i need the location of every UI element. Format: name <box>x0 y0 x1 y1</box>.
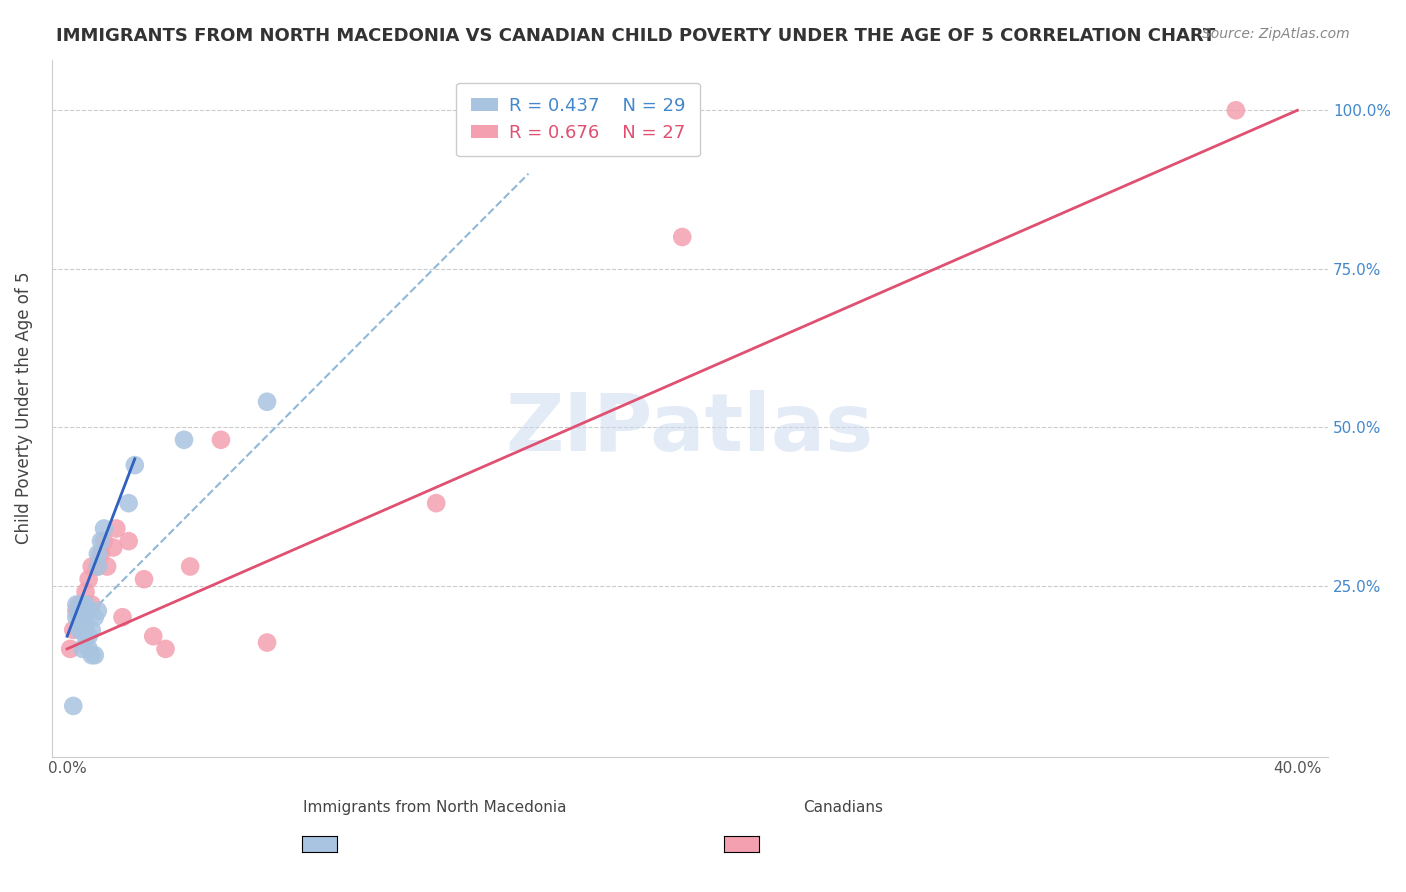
Point <box>117 496 139 510</box>
Point <box>87 559 110 574</box>
Point <box>117 534 139 549</box>
Text: IMMIGRANTS FROM NORTH MACEDONIA VS CANADIAN CHILD POVERTY UNDER THE AGE OF 5 COR: IMMIGRANTS FROM NORTH MACEDONIA VS CANAD… <box>56 27 1216 45</box>
Text: ZIPatlas: ZIPatlas <box>506 390 875 468</box>
Text: Source: ZipAtlas.com: Source: ZipAtlas.com <box>1202 27 1350 41</box>
Text: Canadians: Canadians <box>803 800 883 815</box>
Point <box>132 572 155 586</box>
Point <box>155 641 177 656</box>
Point <box>142 629 165 643</box>
Point <box>87 547 110 561</box>
Point <box>103 541 125 555</box>
Point <box>80 559 103 574</box>
Point <box>77 572 100 586</box>
Point <box>90 547 112 561</box>
Point <box>75 629 97 643</box>
Point <box>96 559 118 574</box>
Point <box>72 616 94 631</box>
Point <box>80 598 103 612</box>
Point <box>90 534 112 549</box>
Point <box>77 604 100 618</box>
Point <box>179 559 201 574</box>
Point <box>77 629 100 643</box>
Point <box>67 598 90 612</box>
Point <box>75 598 97 612</box>
Point <box>75 585 97 599</box>
Point <box>124 458 146 472</box>
Point <box>65 610 87 624</box>
Point <box>72 598 94 612</box>
Point <box>425 496 447 510</box>
Point <box>80 623 103 637</box>
Point <box>67 604 90 618</box>
Point <box>256 394 278 409</box>
Point <box>83 610 105 624</box>
Point <box>93 521 115 535</box>
Point <box>209 433 232 447</box>
Point <box>1225 103 1247 118</box>
Y-axis label: Child Poverty Under the Age of 5: Child Poverty Under the Age of 5 <box>15 272 32 544</box>
Point <box>87 604 110 618</box>
Point <box>72 623 94 637</box>
Point <box>59 641 82 656</box>
Point <box>671 230 693 244</box>
Point <box>93 534 115 549</box>
Point <box>83 648 105 663</box>
Point <box>62 623 84 637</box>
Point <box>77 641 100 656</box>
Point <box>65 598 87 612</box>
Point <box>75 616 97 631</box>
Point <box>67 610 90 624</box>
Point <box>105 521 128 535</box>
Point <box>256 635 278 649</box>
Point <box>62 698 84 713</box>
Point <box>65 604 87 618</box>
Point <box>75 604 97 618</box>
Point <box>72 641 94 656</box>
Point <box>72 610 94 624</box>
Point <box>173 433 195 447</box>
Point <box>111 610 134 624</box>
Point <box>87 559 110 574</box>
Point <box>80 648 103 663</box>
Legend: R = 0.437    N = 29, R = 0.676    N = 27: R = 0.437 N = 29, R = 0.676 N = 27 <box>457 83 700 156</box>
Text: Immigrants from North Macedonia: Immigrants from North Macedonia <box>302 800 567 815</box>
Point <box>67 623 90 637</box>
